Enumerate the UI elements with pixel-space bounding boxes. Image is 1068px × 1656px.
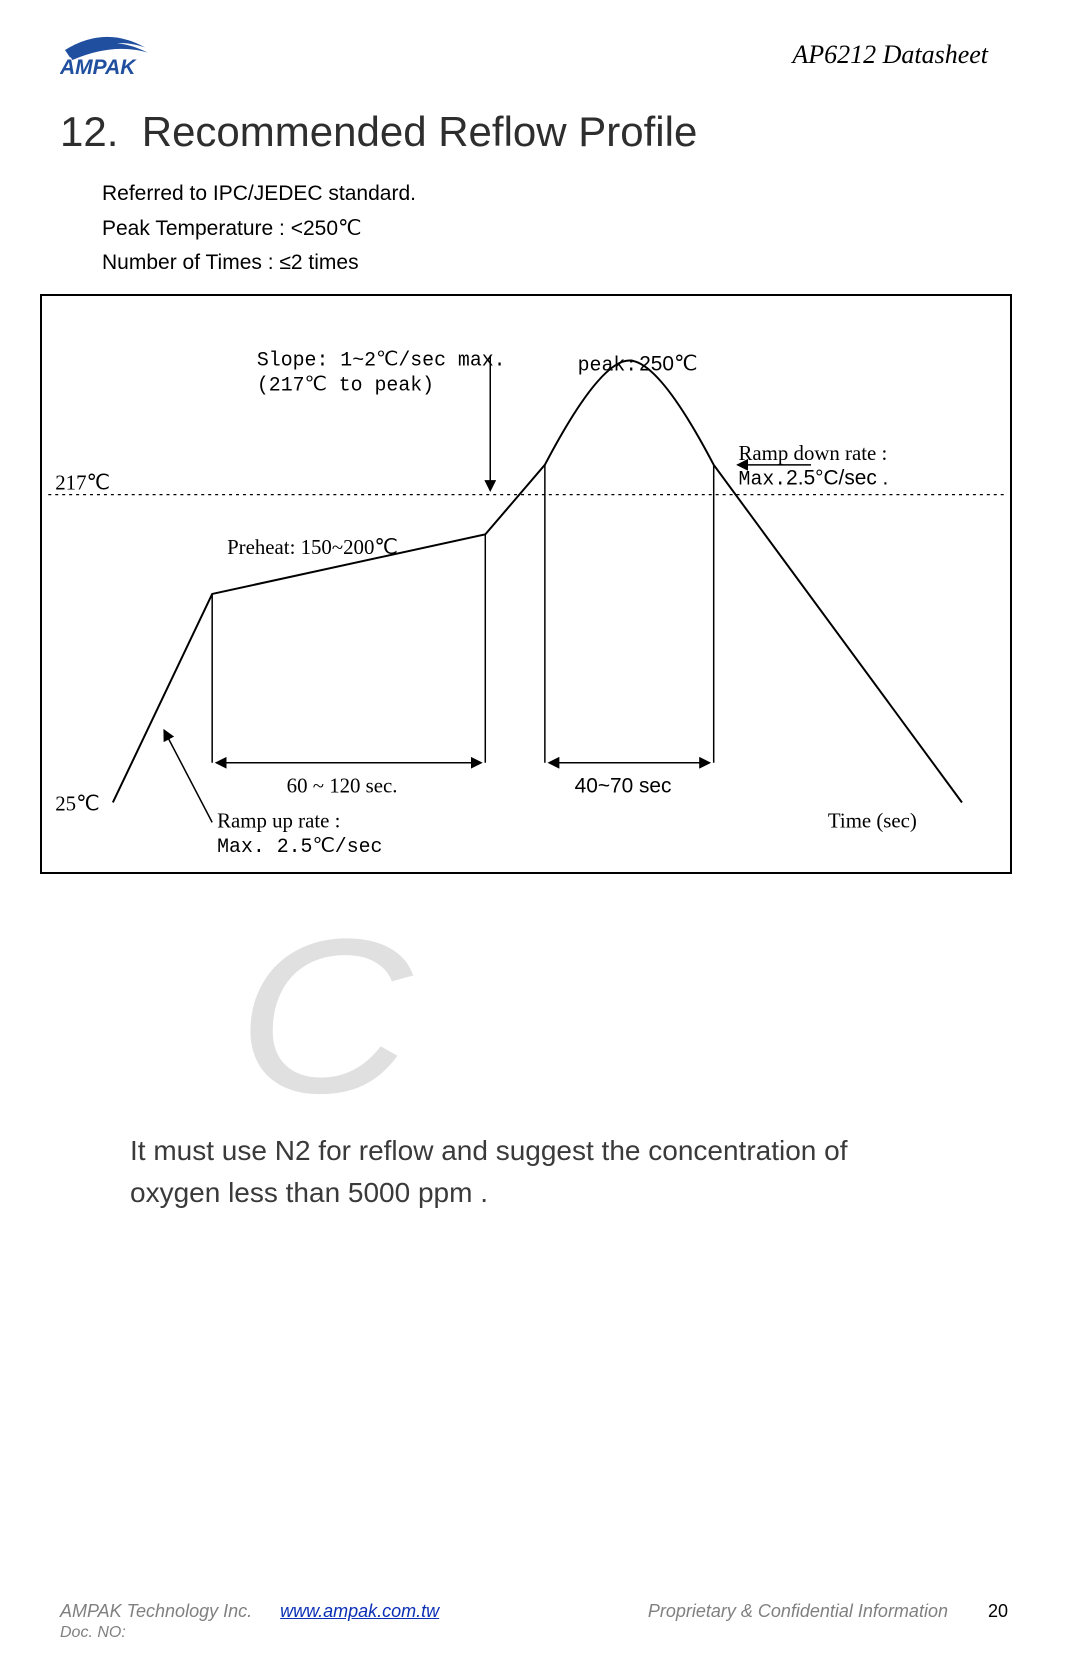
footer-company: AMPAK Technology Inc. xyxy=(60,1601,252,1622)
section-heading: 12. Recommended Reflow Profile xyxy=(60,108,1008,156)
section-title-text: Recommended Reflow Profile xyxy=(142,108,698,155)
page-header: AMPAK AP6212 Datasheet xyxy=(60,20,1008,90)
label-slope-2: (217℃ to peak) xyxy=(257,373,434,396)
chart-svg: Slope: 1~2℃/sec max. (217℃ to peak) peak… xyxy=(42,296,1010,872)
label-rampdown-2b: 2.5°C/sec . xyxy=(786,466,888,489)
arrow-rampup xyxy=(165,731,213,822)
page-number: 20 xyxy=(988,1601,1008,1622)
intro-line-2: Peak Temperature : <250℃ xyxy=(102,213,1008,246)
intro-line-1: Referred to IPC/JEDEC standard. xyxy=(102,178,1008,211)
footer-confidential: Proprietary & Confidential Information xyxy=(648,1601,948,1622)
intro-line-3: Number of Times : ≤2 times xyxy=(102,247,1008,280)
label-preheat-time: 60 ~ 120 sec. xyxy=(287,773,398,797)
reflow-chart: Slope: 1~2℃/sec max. (217℃ to peak) peak… xyxy=(40,294,1012,874)
label-slope-1: Slope: 1~2℃/sec max. xyxy=(257,348,506,371)
label-peak: peak: xyxy=(578,353,638,376)
footer-doc-no: Doc. NO: xyxy=(60,1624,1008,1642)
watermark: C xyxy=(237,890,412,1143)
label-preheat: Preheat: 150~200℃ xyxy=(227,535,398,559)
footer-link[interactable]: www.ampak.com.tw xyxy=(280,1601,439,1622)
label-rampup-1: Ramp up rate : xyxy=(217,808,340,832)
label-peak-time: 40~70 sec xyxy=(575,774,672,797)
label-217: 217℃ xyxy=(55,470,110,494)
reflow-note: It must use N2 for reflow and suggest th… xyxy=(130,1130,890,1214)
label-rampdown-2a: Max. xyxy=(739,467,787,490)
label-25c: 25℃ xyxy=(55,791,99,815)
document-title: AP6212 Datasheet xyxy=(792,40,988,70)
section-number: 12. xyxy=(60,108,118,155)
intro-block: Referred to IPC/JEDEC standard. Peak Tem… xyxy=(102,178,1008,280)
brand-logo: AMPAK xyxy=(60,30,200,80)
label-xaxis: Time (sec) xyxy=(828,808,917,832)
label-peak-value: 250℃ xyxy=(639,352,697,375)
logo-icon: AMPAK xyxy=(60,30,200,80)
page-footer: AMPAK Technology Inc. www.ampak.com.tw P… xyxy=(60,1601,1008,1642)
label-rampup-2: Max. 2.5℃/sec xyxy=(217,835,382,858)
reflow-curve xyxy=(113,360,962,802)
logo-text: AMPAK xyxy=(60,56,137,79)
label-rampdown-1: Ramp down rate : xyxy=(739,441,888,465)
